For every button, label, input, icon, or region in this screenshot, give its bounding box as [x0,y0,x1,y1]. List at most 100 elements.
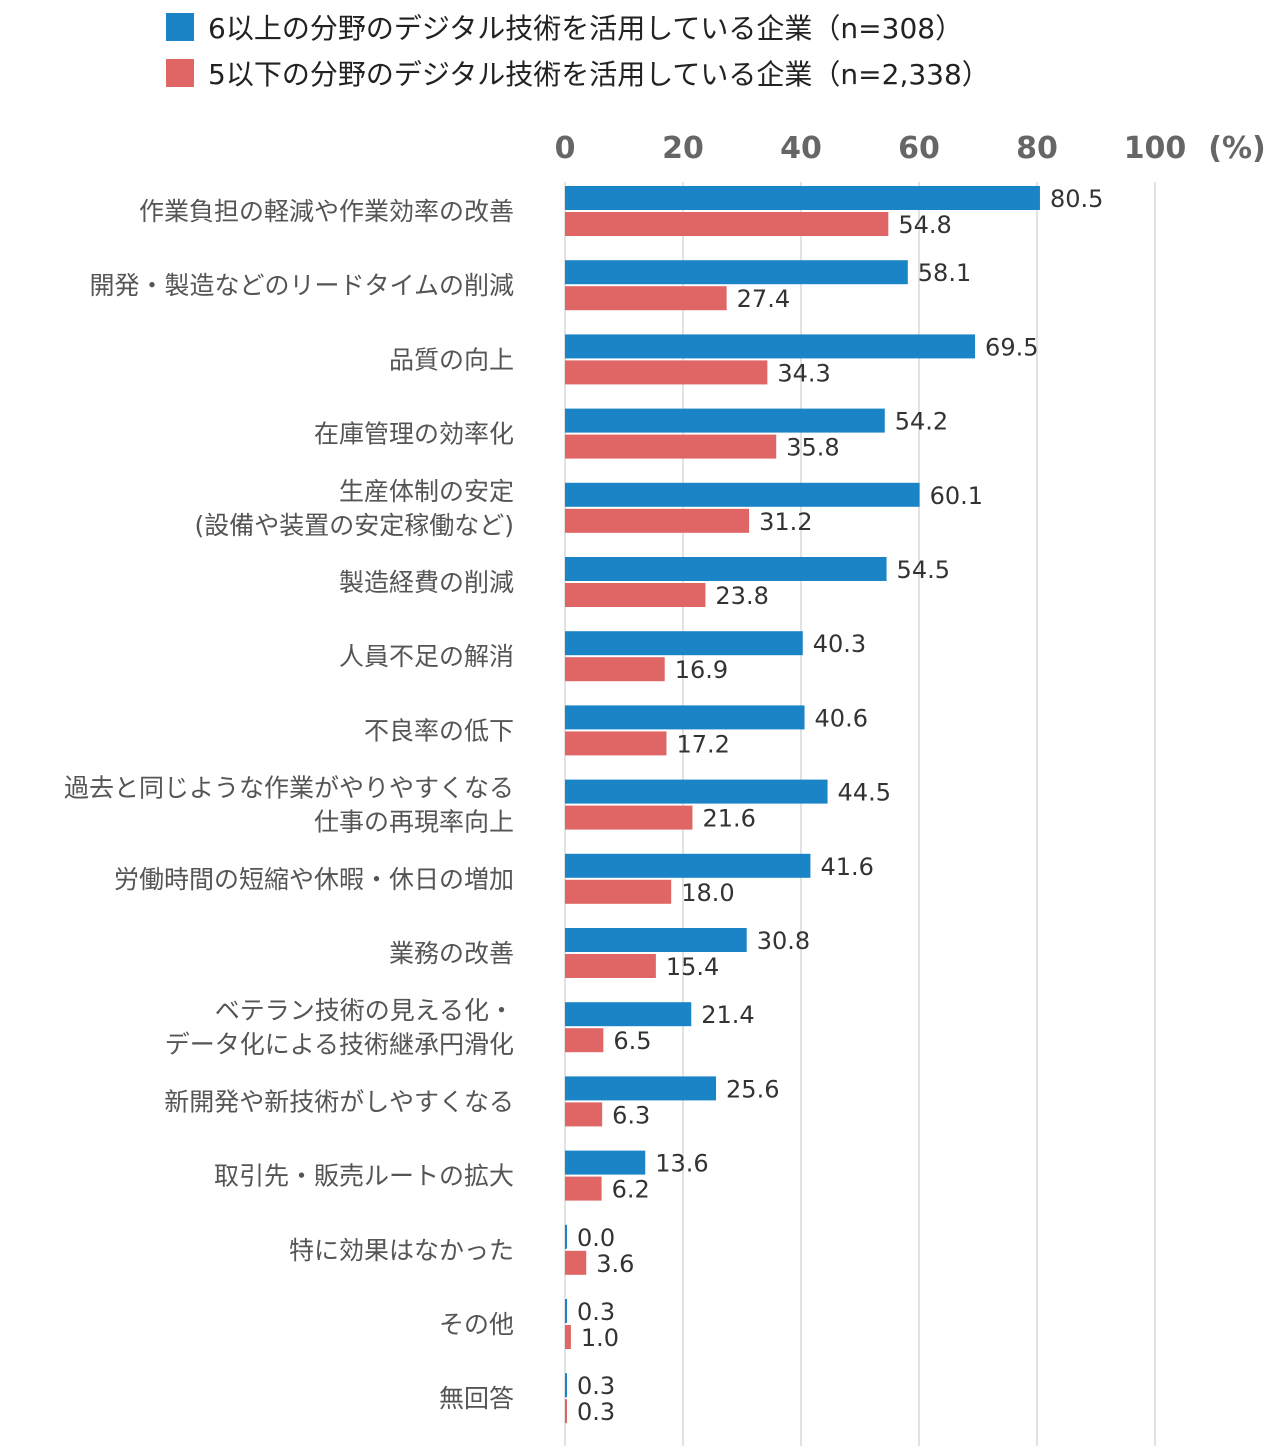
bar-series-1-item-13 [565,1076,717,1101]
data-label-series-1-item-16: 0.3 [577,1298,615,1326]
bar-series-2-item-10 [565,879,672,904]
bar-series-1-item-10 [565,853,811,878]
tick-label-80: 80 [1016,131,1058,166]
data-label-series-1-item-12: 21.4 [701,1001,754,1029]
legend-label-series-1: 6以上の分野のデジタル技術を活用している企業（n=308） [208,12,964,45]
category-label-15: 特に効果はなかった [289,1236,514,1265]
bar-series-1-item-7 [565,631,803,656]
data-label-series-1-item-14: 13.6 [655,1150,708,1178]
legend-label-series-2: 5以下の分野のデジタル技術を活用している企業（n=2,338） [208,58,990,91]
data-label-series-2-item-1: 54.8 [898,211,951,239]
category-label-9-line-2: 仕事の再現率向上 [314,808,514,837]
data-label-series-2-item-11: 15.4 [666,953,719,981]
bar-series-2-item-11 [565,954,656,978]
bar-series-2-item-3 [565,360,768,385]
category-label-13: 新開発や新技術がしやすくなる [164,1087,514,1116]
bar-series-1-item-14 [565,1150,646,1175]
category-label-17: 無回答 [439,1384,514,1413]
bar-series-2-item-9 [565,805,693,830]
data-label-series-1-item-17: 0.3 [577,1372,615,1400]
category-label-16: その他 [439,1310,514,1339]
bar-series-2-item-5 [565,508,750,533]
bar-series-2-item-1 [565,212,889,236]
category-label-1: 作業負担の軽減や作業効率の改善 [139,197,514,226]
category-label-2: 開発・製造などのリードタイムの削減 [89,271,514,300]
bar-series-1-item-9 [565,779,828,804]
bar-series-2-item-17 [565,1399,567,1424]
data-label-series-1-item-3: 69.5 [985,333,1038,361]
bar-series-2-item-7 [565,657,665,682]
data-label-series-1-item-13: 25.6 [726,1075,779,1103]
data-label-series-2-item-17: 0.3 [577,1398,615,1426]
data-label-series-2-item-9: 21.6 [702,805,755,833]
category-label-12-line-2: データ化による技術継承円滑化 [165,1030,514,1059]
data-label-series-1-item-9: 44.5 [838,779,891,807]
data-label-series-2-item-8: 17.2 [676,730,729,758]
tick-label-40: 40 [780,131,822,166]
bar-series-2-item-13 [565,1102,603,1127]
category-label-10: 労働時間の短縮や休暇・休日の増加 [114,865,514,894]
bar-series-2-item-8 [565,731,667,756]
category-label-12-line-1: ベテラン技術の見える化・ [215,996,514,1025]
data-label-series-2-item-14: 6.2 [612,1176,650,1204]
data-label-series-1-item-4: 54.2 [895,408,948,436]
bar-series-2-item-4 [565,434,777,459]
category-label-9-line-1: 過去と同じような作業がやりやすくなる [64,774,514,803]
data-label-series-1-item-7: 40.3 [813,630,866,658]
bar-series-1-item-2 [565,260,908,285]
data-label-series-2-item-2: 27.4 [737,285,790,313]
bar-series-2-item-16 [565,1325,571,1349]
category-label-7: 人員不足の解消 [339,642,514,671]
bar-series-1-item-6 [565,557,887,581]
data-label-series-1-item-11: 30.8 [757,927,810,955]
data-label-series-2-item-5: 31.2 [759,508,812,536]
bar-series-1-item-16 [565,1299,567,1323]
data-label-series-2-item-3: 34.3 [777,359,830,387]
category-label-3: 品質の向上 [389,345,514,374]
category-label-4: 在庫管理の効率化 [314,420,514,449]
data-label-series-2-item-10: 18.0 [681,879,734,907]
unit-label: (%) [1208,131,1265,166]
bar-series-1-item-1 [565,186,1040,210]
tick-label-0: 0 [555,131,576,166]
legend-swatch-series-2 [166,59,194,87]
category-label-5-line-1: 生産体制の安定 [339,477,514,506]
bar-series-2-item-2 [565,286,727,311]
category-label-5-line-2: (設備や装置の安定稼働など) [194,511,514,540]
data-label-series-1-item-2: 58.1 [918,259,971,287]
legend: 6以上の分野のデジタル技術を活用している企業（n=308） 5以下の分野のデジタ… [166,4,990,96]
tick-label-60: 60 [898,131,940,166]
data-label-series-1-item-6: 54.5 [897,556,950,584]
data-label-series-2-item-7: 16.9 [675,656,728,684]
data-label-series-2-item-15: 3.6 [596,1250,634,1278]
bar-series-1-item-4 [565,408,885,433]
bar-series-2-item-14 [565,1176,602,1201]
bar-series-2-item-12 [565,1028,604,1053]
data-label-series-2-item-16: 1.0 [581,1324,619,1352]
bar-series-1-item-17 [565,1373,567,1398]
bar-series-1-item-15 [565,1224,567,1249]
bar-series-2-item-15 [565,1250,587,1275]
bar-series-1-item-11 [565,928,747,952]
data-label-series-2-item-12: 6.5 [613,1027,651,1055]
bar-series-1-item-12 [565,1002,692,1027]
category-label-11: 業務の改善 [389,939,514,968]
tick-label-100: 100 [1124,131,1187,166]
legend-item-series-1: 6以上の分野のデジタル技術を活用している企業（n=308） [166,4,990,50]
category-label-8: 不良率の低下 [364,716,514,745]
data-label-series-2-item-13: 6.3 [612,1101,650,1129]
category-label-14: 取引先・販売ルートの拡大 [214,1162,514,1191]
legend-item-series-2: 5以下の分野のデジタル技術を活用している企業（n=2,338） [166,50,990,96]
data-label-series-2-item-4: 35.8 [786,434,839,462]
legend-swatch-series-1 [166,13,194,41]
data-label-series-1-item-5: 60.1 [930,482,983,510]
tick-label-20: 20 [662,131,704,166]
bar-series-2-item-6 [565,583,706,607]
data-label-series-2-item-6: 23.8 [715,582,768,610]
data-label-series-1-item-1: 80.5 [1050,185,1103,213]
bar-series-1-item-5 [565,482,920,507]
data-label-series-1-item-8: 40.6 [815,704,868,732]
data-label-series-1-item-15: 0.0 [577,1224,615,1252]
category-label-6: 製造経費の削減 [339,568,514,597]
